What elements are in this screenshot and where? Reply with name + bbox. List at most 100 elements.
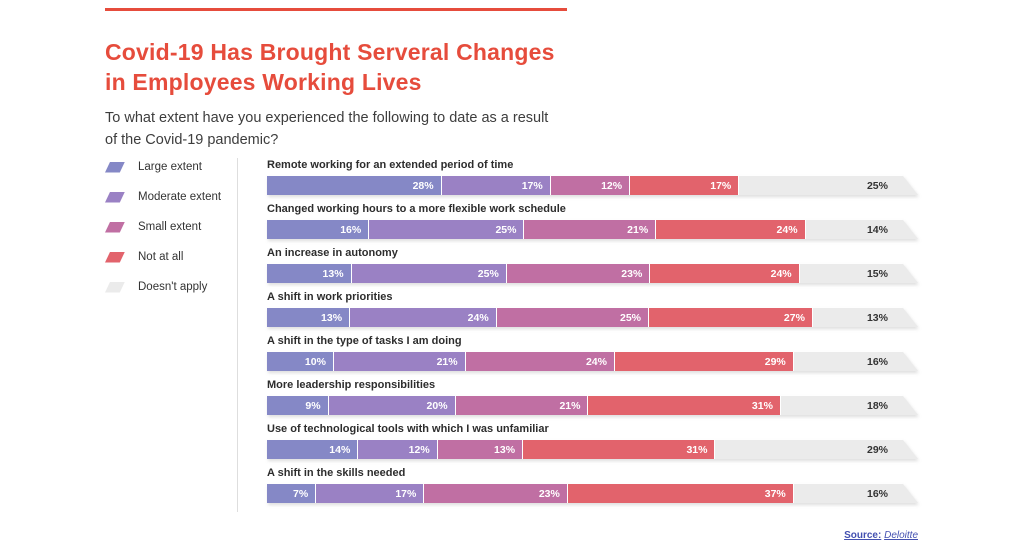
segment-value: 13%	[321, 311, 343, 324]
bar-wrap: 9% 20% 21% 31% 18%	[267, 396, 918, 415]
legend-item-label: Doesn't apply	[138, 281, 208, 293]
accent-rule	[105, 8, 567, 11]
stacked-bar-chart: Remote working for an extended period of…	[267, 158, 918, 510]
bar-segment-not-at-all: 31%	[588, 396, 780, 415]
segment-value: 21%	[627, 223, 649, 236]
segment-value: 25%	[495, 223, 517, 236]
bar-row: A shift in the type of tasks I am doing 1…	[267, 334, 918, 371]
segment-value: 31%	[686, 443, 708, 456]
segment-value: 31%	[751, 399, 773, 412]
source-link[interactable]: Deloitte	[884, 530, 918, 541]
bar-segment-moderate-extent: 21%	[334, 352, 466, 371]
bar-row: More leadership responsibilities 9% 20% 21%…	[267, 378, 918, 415]
legend-divider	[237, 158, 238, 512]
stacked-bar: 10% 21% 24% 29% 16%	[267, 352, 918, 371]
legend-swatch-icon	[105, 161, 125, 173]
bar-row: Remote working for an extended period of…	[267, 158, 918, 195]
segment-value: 7%	[293, 487, 309, 500]
bar-row-label: Changed working hours to a more flexible…	[267, 203, 566, 215]
bar-wrap: 14% 12% 13% 31% 29%	[267, 440, 918, 459]
segment-value: 25%	[866, 179, 888, 192]
bar-segment-small-extent: 21%	[524, 220, 656, 239]
stacked-bar: 13% 24% 25% 27% 13%	[267, 308, 918, 327]
bar-row-label: A shift in the type of tasks I am doing	[267, 335, 462, 347]
bar-segment-not-at-all: 31%	[523, 440, 715, 459]
bar-segment-not-at-all: 29%	[615, 352, 794, 371]
bar-wrap: 7% 17% 23% 37% 16%	[267, 484, 918, 503]
bar-segment-large-extent: 16%	[267, 220, 369, 239]
segment-value: 16%	[866, 487, 888, 500]
bar-row-label: More leadership responsibilities	[267, 379, 436, 391]
bar-segment-small-extent: 23%	[424, 484, 567, 503]
bar-segment-doesn-t-apply: 13%	[813, 308, 918, 327]
bar-row: A shift in the skills needed 7% 17% 23% 37% 1…	[267, 466, 918, 503]
segment-value: 16%	[340, 223, 362, 236]
segment-value: 15%	[866, 267, 888, 280]
segment-value: 25%	[620, 311, 642, 324]
bar-segment-not-at-all: 24%	[656, 220, 805, 239]
bar-segment-small-extent: 23%	[507, 264, 650, 283]
segment-value: 10%	[304, 355, 326, 368]
bar-segment-doesn-t-apply: 15%	[800, 264, 918, 283]
bar-wrap: 13% 25% 23% 24% 15%	[267, 264, 918, 283]
bar-segment-small-extent: 24%	[466, 352, 615, 371]
bar-row: Use of technological tools with which I …	[267, 422, 918, 459]
bar-segment-large-extent: 10%	[267, 352, 334, 371]
bar-segment-large-extent: 28%	[267, 176, 442, 195]
segment-value: 9%	[305, 399, 321, 412]
chart-area: Large extent Moderate extent Small extent N…	[105, 158, 920, 518]
page-title-line1: Covid-19 Has Brought Serveral Changes	[105, 39, 555, 66]
legend-item-label: Moderate extent	[138, 191, 222, 203]
segment-value: 29%	[866, 443, 888, 456]
legend-item-not-at-all: Not at all	[105, 251, 230, 263]
segment-value: 13%	[322, 267, 344, 280]
bar-segment-moderate-extent: 17%	[316, 484, 424, 503]
bar-segment-large-extent: 13%	[267, 264, 352, 283]
bar-segment-doesn-t-apply: 29%	[715, 440, 918, 459]
segment-value: 24%	[585, 355, 607, 368]
bar-segment-small-extent: 21%	[456, 396, 589, 415]
legend-item-moderate-extent: Moderate extent	[105, 191, 230, 203]
segment-value: 29%	[764, 355, 786, 368]
source-label: Source:	[844, 530, 882, 541]
bar-row-label: Use of technological tools with which I …	[267, 423, 549, 435]
legend-item-label: Small extent	[138, 221, 202, 233]
bar-row-label: Remote working for an extended period of…	[267, 159, 514, 171]
legend-item-label: Not at all	[138, 251, 184, 263]
bar-segment-doesn-t-apply: 25%	[739, 176, 918, 195]
bar-segment-moderate-extent: 20%	[329, 396, 456, 415]
legend-item-large-extent: Large extent	[105, 161, 230, 173]
bar-row-label: A shift in the skills needed	[267, 467, 406, 479]
bar-row: A shift in work priorities 13% 24% 25% 27% 13…	[267, 290, 918, 327]
bar-row: Changed working hours to a more flexible…	[267, 202, 918, 239]
legend-item-doesn-t-apply: Doesn't apply	[105, 281, 230, 293]
bar-segment-large-extent: 14%	[267, 440, 358, 459]
segment-value: 12%	[408, 443, 430, 456]
bar-segment-small-extent: 12%	[551, 176, 630, 195]
bar-segment-not-at-all: 27%	[649, 308, 813, 327]
segment-value: 28%	[412, 179, 434, 192]
bar-segment-not-at-all: 24%	[650, 264, 799, 283]
bar-wrap: 13% 24% 25% 27% 13%	[267, 308, 918, 327]
legend-item-small-extent: Small extent	[105, 221, 230, 233]
bar-segment-doesn-t-apply: 16%	[794, 352, 918, 371]
segment-value: 23%	[538, 487, 560, 500]
segment-value: 14%	[866, 223, 888, 236]
legend-swatch-icon	[105, 251, 125, 263]
bar-segment-small-extent: 13%	[438, 440, 523, 459]
bar-row-label: An increase in autonomy	[267, 247, 398, 259]
bar-segment-moderate-extent: 12%	[358, 440, 437, 459]
segment-value: 21%	[559, 399, 581, 412]
segment-value: 16%	[866, 355, 888, 368]
stacked-bar: 9% 20% 21% 31% 18%	[267, 396, 918, 415]
legend-item-label: Large extent	[138, 161, 202, 173]
legend-swatch-icon	[105, 221, 125, 233]
legend-swatch-icon	[105, 281, 125, 293]
segment-value: 17%	[521, 179, 543, 192]
bar-segment-large-extent: 13%	[267, 308, 350, 327]
segment-value: 24%	[770, 267, 792, 280]
page-title: Covid-19 Has Brought Serveral Changes in …	[105, 37, 605, 97]
bar-row-label: A shift in work priorities	[267, 291, 393, 303]
bar-segment-moderate-extent: 24%	[350, 308, 497, 327]
